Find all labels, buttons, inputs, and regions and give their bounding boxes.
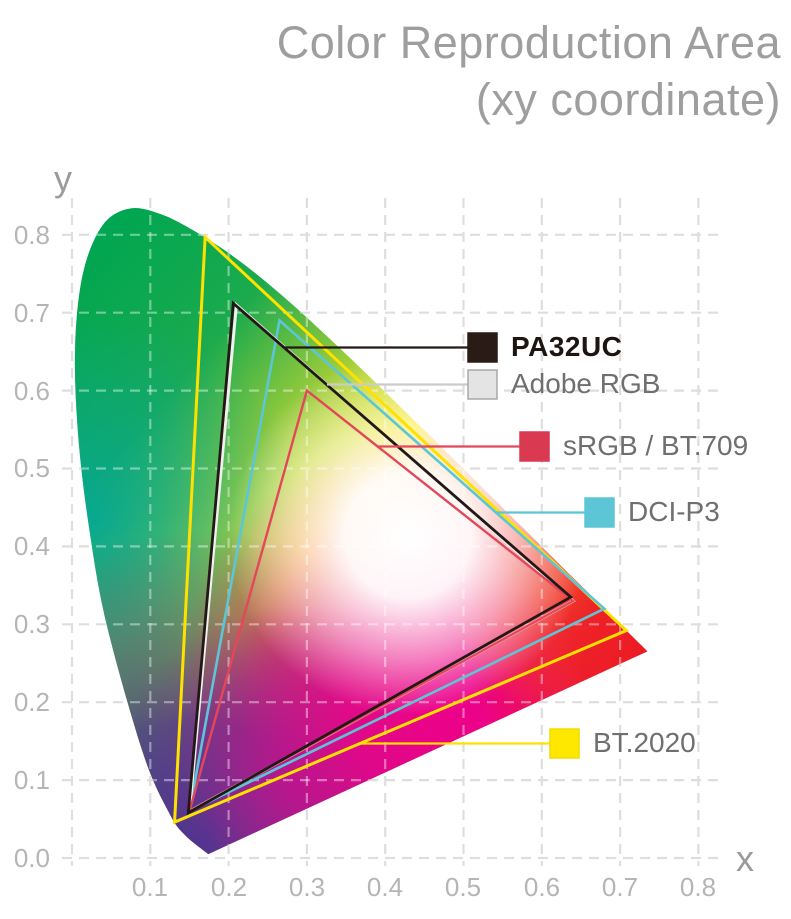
gamut-triangle-srgb-bt709 bbox=[187, 388, 576, 814]
gamut-triangle-pa32uc bbox=[186, 300, 574, 816]
x-tick-0.5: 0.5 bbox=[444, 872, 482, 902]
legend-swatch-bt2020 bbox=[549, 728, 580, 759]
y-tick-0.0: 0.0 bbox=[13, 843, 50, 873]
y-tick-0.2: 0.2 bbox=[13, 687, 50, 717]
x-tick-0.8: 0.8 bbox=[679, 872, 717, 902]
y-tick-0.7: 0.7 bbox=[13, 298, 50, 328]
chart-title-line2: (xy coordinate) bbox=[475, 74, 781, 126]
legend-swatch-pa32uc bbox=[467, 332, 498, 363]
legend-swatches bbox=[467, 332, 615, 759]
chart-title-line1: Color Reproduction Area bbox=[276, 17, 781, 68]
gamut-triangle-dci-p3 bbox=[187, 317, 607, 814]
legend-swatch-srgb-bt709 bbox=[519, 431, 550, 462]
x-tick-0.7: 0.7 bbox=[601, 872, 639, 902]
spectral-locus-fill bbox=[74, 208, 648, 855]
y-tick-0.4: 0.4 bbox=[13, 531, 50, 561]
x-axis-label: x bbox=[736, 838, 754, 879]
chart-title: Color Reproduction Area (xy coordinate) bbox=[277, 14, 781, 128]
legend-label-bt2020: BT.2020 bbox=[593, 727, 696, 758]
legend-callout-lines bbox=[284, 346, 585, 745]
y-tick-0.3: 0.3 bbox=[13, 609, 50, 639]
legend-label-pa32uc: PA32UC bbox=[511, 331, 623, 362]
gamut-triangle-bt2020 bbox=[172, 233, 630, 825]
gamut-triangles bbox=[172, 233, 630, 825]
legend-swatch-dci-p3 bbox=[584, 497, 615, 528]
legend-swatch-adobe-rgb bbox=[467, 369, 498, 400]
y-axis-label: y bbox=[54, 158, 72, 199]
y-tick-0.1: 0.1 bbox=[13, 765, 50, 795]
legend-label-dci-p3: DCI-P3 bbox=[628, 496, 720, 527]
legend-label-srgb-bt709: sRGB / BT.709 bbox=[563, 430, 749, 461]
x-tick-0.3: 0.3 bbox=[288, 872, 326, 902]
legend-label-adobe-rgb: Adobe RGB bbox=[511, 368, 661, 399]
y-tick-0.5: 0.5 bbox=[13, 453, 50, 483]
x-tick-0.1: 0.1 bbox=[131, 872, 169, 902]
x-tick-0.4: 0.4 bbox=[366, 872, 404, 902]
y-tick-0.6: 0.6 bbox=[13, 376, 50, 406]
x-tick-0.6: 0.6 bbox=[523, 872, 561, 902]
x-tick-0.2: 0.2 bbox=[210, 872, 248, 902]
y-tick-0.8: 0.8 bbox=[13, 220, 50, 250]
